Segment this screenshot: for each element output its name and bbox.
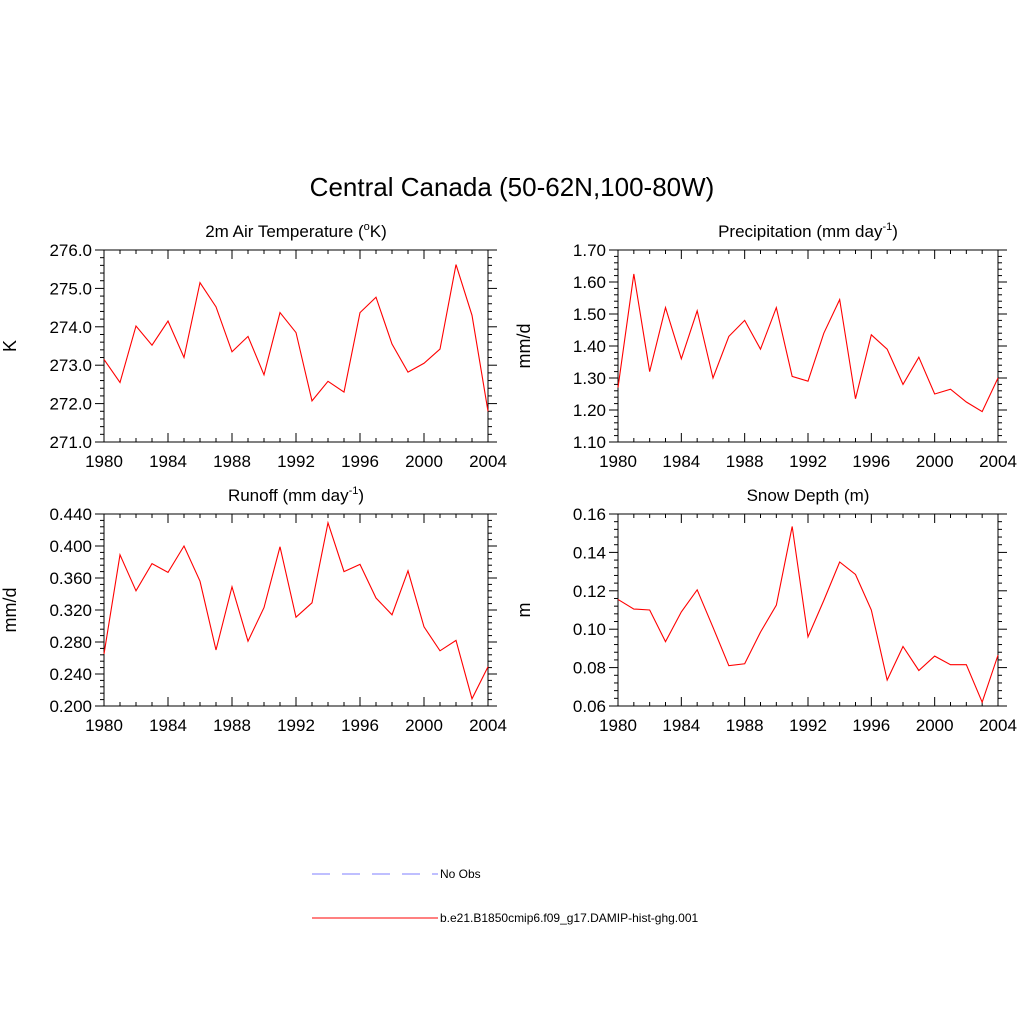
series-line-model xyxy=(103,264,489,412)
x-tick-label: 2000 xyxy=(916,716,954,735)
y-tick-label: 274.0 xyxy=(49,318,92,337)
panel-title-main: Snow Depth (m) xyxy=(747,486,870,505)
x-tick-label: 1992 xyxy=(277,452,315,471)
panel-title: Precipitation (mm day-1) xyxy=(718,221,898,241)
y-tick-label: 1.30 xyxy=(573,369,606,388)
y-tick-label: 0.400 xyxy=(49,537,92,556)
x-tick-label: 1984 xyxy=(149,452,187,471)
y-tick-label: 0.14 xyxy=(573,543,606,562)
y-tick-label: 0.320 xyxy=(49,601,92,620)
plot-frame xyxy=(617,513,999,707)
x-tick-label: 1996 xyxy=(852,716,890,735)
panel-title-main: Precipitation (mm day xyxy=(718,222,883,241)
panel-title-superscript: -1 xyxy=(349,485,359,497)
y-tick-label: 0.240 xyxy=(49,665,92,684)
x-tick-label: 1980 xyxy=(599,716,637,735)
plot-frame xyxy=(617,249,999,443)
x-tick-label: 1984 xyxy=(662,716,700,735)
x-tick-label: 2000 xyxy=(405,452,443,471)
y-tick-label: 0.10 xyxy=(573,620,606,639)
panel-title-rest: ) xyxy=(358,486,364,505)
panel-title-superscript: -1 xyxy=(882,221,892,233)
y-tick-label: 1.20 xyxy=(573,401,606,420)
x-tick-label: 2000 xyxy=(916,452,954,471)
panel-title: Runoff (mm day-1) xyxy=(228,485,364,505)
panel-title-main: Runoff (mm day xyxy=(228,486,349,505)
y-tick-label: 271.0 xyxy=(49,433,92,452)
y-tick-label: 0.12 xyxy=(573,582,606,601)
y-tick-label: 275.0 xyxy=(49,279,92,298)
panel-title-rest: K) xyxy=(370,222,387,241)
x-tick-label: 2004 xyxy=(979,452,1017,471)
x-tick-label: 1980 xyxy=(85,452,123,471)
x-tick-label: 1996 xyxy=(341,452,379,471)
x-tick-label: 1980 xyxy=(85,716,123,735)
plot-frame xyxy=(103,249,489,443)
plot-frame xyxy=(103,513,489,707)
x-tick-label: 1988 xyxy=(213,452,251,471)
y-axis-label: K xyxy=(0,340,20,352)
x-tick-label: 1996 xyxy=(341,716,379,735)
panel-title: 2m Air Temperature (oK) xyxy=(205,221,387,241)
y-tick-label: 273.0 xyxy=(49,356,92,375)
panel-1: 271.0 272.0 273.0 274.0 275.0 276.0 1980 1984 19… xyxy=(0,221,507,471)
y-axis-label: mm/d xyxy=(514,324,534,369)
y-tick-label: 0.440 xyxy=(49,505,92,524)
y-tick-label: 1.60 xyxy=(573,273,606,292)
panel-3: 0.200 0.240 0.280 0.320 0.360 0.400 0.440 1980 1… xyxy=(0,485,507,735)
y-tick-label: 0.280 xyxy=(49,633,92,652)
panel-title-main: 2m Air Temperature ( xyxy=(205,222,364,241)
x-tick-label: 1980 xyxy=(599,452,637,471)
x-tick-label: 2004 xyxy=(469,452,507,471)
y-tick-label: 0.06 xyxy=(573,697,606,716)
y-tick-label: 1.50 xyxy=(573,305,606,324)
y-axis-label: m xyxy=(514,603,534,618)
panel-4: 0.06 0.08 0.10 0.12 0.14 0.16 1980 1984 1988 1992… xyxy=(514,486,1017,735)
series-line-model xyxy=(617,526,999,704)
x-tick-label: 1984 xyxy=(662,452,700,471)
x-tick-label: 1988 xyxy=(213,716,251,735)
y-tick-label: 0.08 xyxy=(573,659,606,678)
x-tick-label: 1992 xyxy=(789,716,827,735)
series-line-model xyxy=(103,520,489,701)
x-tick-label: 1988 xyxy=(726,452,764,471)
y-tick-label: 1.40 xyxy=(573,337,606,356)
y-axis-label: mm/d xyxy=(0,588,20,633)
x-tick-label: 1992 xyxy=(789,452,827,471)
x-tick-label: 1984 xyxy=(149,716,187,735)
panel-title: Snow Depth (m) xyxy=(747,486,870,505)
y-tick-label: 1.70 xyxy=(573,241,606,260)
panel-title-superscript: o xyxy=(364,221,370,233)
series-line-model xyxy=(617,273,999,413)
panel-2: 1.10 1.20 1.30 1.40 1.50 1.60 1.70 1980 1984 1988… xyxy=(514,221,1017,471)
x-tick-label: 1992 xyxy=(277,716,315,735)
y-tick-label: 272.0 xyxy=(49,395,92,414)
legend-obs-label: No Obs xyxy=(440,867,481,881)
x-tick-label: 1996 xyxy=(852,452,890,471)
x-tick-label: 2000 xyxy=(405,716,443,735)
x-tick-label: 2004 xyxy=(469,716,507,735)
y-tick-label: 0.360 xyxy=(49,569,92,588)
x-tick-label: 1988 xyxy=(726,716,764,735)
figure-title: Central Canada (50-62N,100-80W) xyxy=(310,172,715,202)
y-tick-label: 1.10 xyxy=(573,433,606,452)
x-tick-label: 2004 xyxy=(979,716,1017,735)
panels: 271.0 272.0 273.0 274.0 275.0 276.0 1980 1984 19… xyxy=(0,221,1017,735)
y-tick-label: 0.16 xyxy=(573,505,606,524)
y-tick-label: 276.0 xyxy=(49,241,92,260)
panel-title-rest: ) xyxy=(892,222,898,241)
legend: No Obs b.e21.B1850cmip6.f09_g17.DAMIP-hi… xyxy=(312,867,698,925)
y-tick-label: 0.200 xyxy=(49,697,92,716)
legend-model-label: b.e21.B1850cmip6.f09_g17.DAMIP-hist-ghg.… xyxy=(440,911,698,925)
